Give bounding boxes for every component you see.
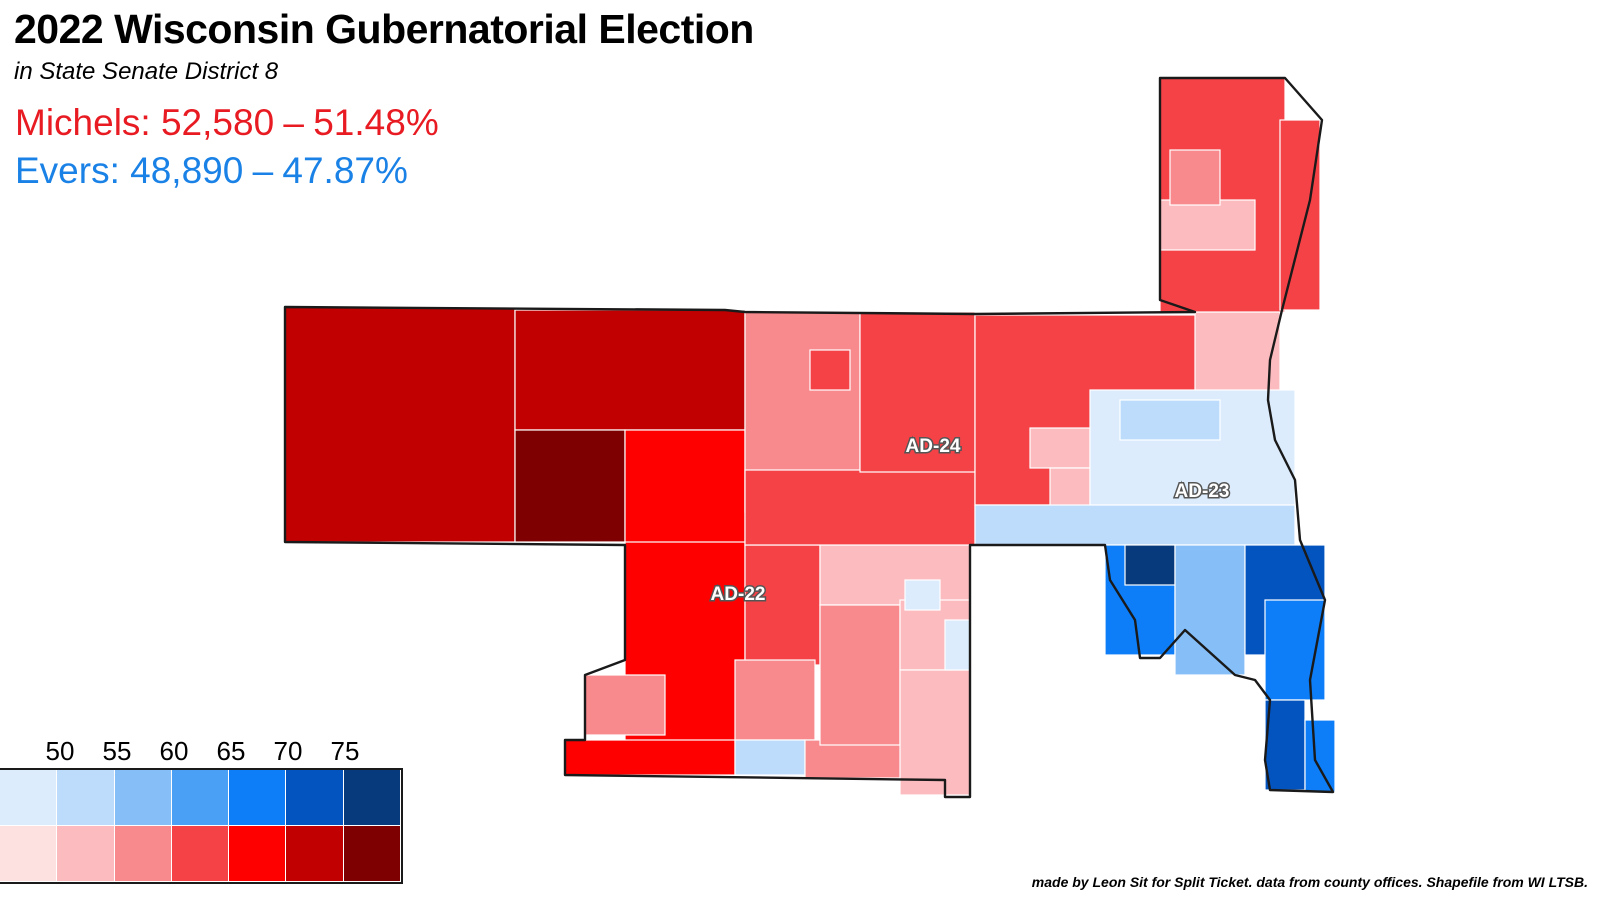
rep-result: Michels: 52,580–51.48% xyxy=(15,102,439,143)
legend-label: 65 xyxy=(216,736,246,766)
precinct xyxy=(744,544,821,666)
legend-label: 75 xyxy=(330,736,360,766)
precinct xyxy=(809,349,851,391)
ad-23-region xyxy=(974,389,1336,793)
precinct xyxy=(564,739,736,776)
precinct xyxy=(1169,149,1221,206)
legend-swatch-dem xyxy=(0,770,58,826)
precinct xyxy=(974,504,1296,546)
precinct xyxy=(744,469,976,546)
precinct xyxy=(944,619,971,671)
precinct xyxy=(1174,544,1246,676)
precinct xyxy=(1029,427,1091,469)
legend-label: 55 xyxy=(102,736,132,766)
legend-swatch-dem xyxy=(171,770,230,826)
legend-swatch-rep xyxy=(0,826,58,882)
precinct xyxy=(734,739,806,776)
precinct xyxy=(1119,399,1221,441)
precinct xyxy=(1159,199,1256,251)
ad-22-label: AD-22 xyxy=(711,584,766,605)
precinct xyxy=(1124,544,1176,586)
precinct xyxy=(1049,467,1091,507)
legend-label: 60 xyxy=(159,736,189,766)
precinct xyxy=(899,669,971,796)
ad-24-label: AD-24 xyxy=(906,436,961,457)
precinct xyxy=(1264,699,1306,791)
legend-swatch-dem xyxy=(343,770,401,826)
rep-pct: 51.48% xyxy=(313,102,439,143)
precinct xyxy=(1279,119,1321,311)
precinct xyxy=(734,659,816,741)
legend-color-grid xyxy=(0,768,403,884)
ad-23-label: AD-23 xyxy=(1175,481,1230,502)
precinct xyxy=(819,544,971,606)
ad-22-region xyxy=(564,539,971,796)
legend-labels: 50 55 60 65 70 75 xyxy=(31,736,376,768)
precinct xyxy=(1304,719,1336,793)
rep-separator: – xyxy=(283,102,304,143)
legend-label: 70 xyxy=(273,736,303,766)
map-subtitle: in State Senate District 8 xyxy=(14,58,279,85)
legend-swatch-rep xyxy=(229,826,287,882)
precinct xyxy=(624,539,746,776)
rep-votes: 52,580 xyxy=(160,102,275,143)
precinct xyxy=(804,739,906,779)
legend-swatch-dem xyxy=(229,770,287,826)
dem-result: Evers: 48,890–47.87% xyxy=(15,150,408,191)
precinct xyxy=(284,306,516,543)
legend-swatch-rep xyxy=(286,826,344,882)
dem-votes: 48,890 xyxy=(130,150,244,191)
district-outline xyxy=(283,76,1335,799)
legend-swatch-rep xyxy=(171,826,230,882)
legend-label: 50 xyxy=(45,736,75,766)
legend-swatch-rep xyxy=(57,826,115,882)
precinct xyxy=(514,309,746,431)
dem-pct: 47.87% xyxy=(282,150,408,191)
dem-separator: – xyxy=(252,150,274,191)
precinct xyxy=(859,311,976,473)
rep-candidate: Michels xyxy=(15,102,141,143)
legend-swatch-rep xyxy=(114,826,172,882)
precinct xyxy=(819,604,901,746)
legend-swatch-dem xyxy=(57,770,115,826)
precinct xyxy=(514,429,626,543)
map-title: 2022 Wisconsin Gubernatorial Election xyxy=(14,6,754,52)
precinct xyxy=(904,579,941,611)
credit-text: made by Leon Sit for Split Ticket. data … xyxy=(1031,874,1588,890)
precinct xyxy=(584,674,666,736)
precinct xyxy=(1194,311,1281,393)
legend-swatch-rep xyxy=(343,826,401,882)
legend-swatch-dem xyxy=(114,770,172,826)
dem-candidate: Evers xyxy=(15,150,110,191)
legend-swatch-dem xyxy=(286,770,344,826)
precinct xyxy=(624,429,746,543)
